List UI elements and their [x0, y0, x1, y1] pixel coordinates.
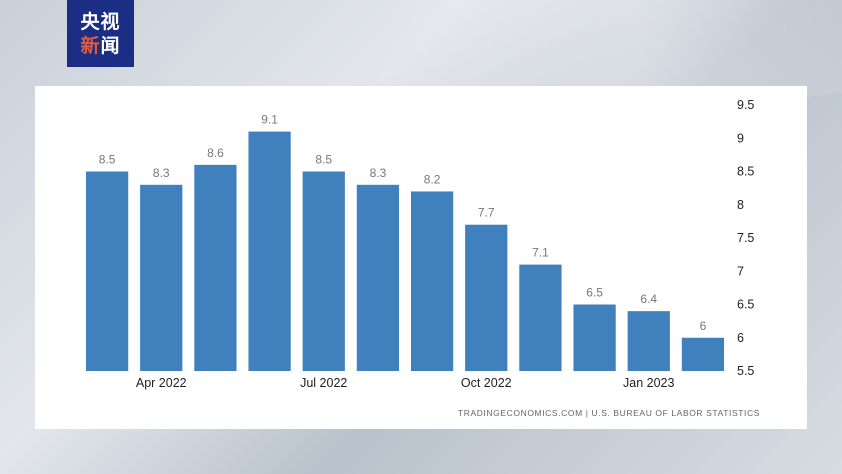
y-tick-label-8: 9.5 [737, 98, 754, 112]
bar-7 [465, 224, 508, 371]
bar-value-label-1: 8.3 [153, 166, 170, 180]
x-tick-label-3: Jan 2023 [623, 376, 674, 390]
bar-value-label-6: 8.2 [424, 172, 441, 186]
bar-value-label-11: 6 [700, 319, 707, 333]
bar-11 [681, 337, 725, 371]
bar-labels-group: 8.5 8.3 8.6 9.1 8.5 8.3 8.2 7.7 7.1 6.5 6.4 6 [99, 113, 707, 333]
y-tick-label-3: 7 [737, 264, 744, 278]
y-axis: 5.5 6 6.5 7 7.5 8 8.5 9 9.5 [737, 98, 754, 378]
bar-3 [248, 131, 291, 371]
bar-value-label-8: 7.1 [532, 246, 549, 260]
bar-9 [573, 304, 616, 371]
bar-10 [627, 311, 670, 371]
bar-value-label-0: 8.5 [99, 153, 116, 167]
cctv-news-logo: 央视 新闻 [67, 0, 134, 67]
source-note: TRADINGECONOMICS.COM | U.S. BUREAU OF LA… [458, 408, 760, 418]
bar-8 [519, 264, 562, 371]
y-tick-label-6: 8.5 [737, 165, 754, 179]
x-axis: Apr 2022 Jul 2022 Oct 2022 Jan 2023 [136, 376, 675, 390]
chart-panel: 8.5 8.3 8.6 9.1 8.5 8.3 8.2 7.7 7.1 6.5 6.4 6 5.5 6 6… [35, 86, 807, 429]
logo-line-1: 央视 [80, 10, 121, 33]
y-tick-label-1: 6 [737, 331, 744, 345]
bar-value-label-7: 7.7 [478, 206, 495, 220]
bar-value-label-5: 8.3 [370, 166, 387, 180]
bar-2 [194, 164, 237, 371]
bar-chart: 8.5 8.3 8.6 9.1 8.5 8.3 8.2 7.7 7.1 6.5 6.4 6 5.5 6 6… [85, 98, 760, 418]
bar-0 [85, 171, 129, 371]
y-tick-label-7: 9 [737, 131, 744, 145]
bar-1 [140, 184, 183, 371]
bar-value-label-4: 8.5 [315, 153, 332, 167]
bar-value-label-3: 9.1 [261, 113, 278, 127]
x-tick-label-2: Oct 2022 [461, 376, 512, 390]
y-tick-label-2: 6.5 [737, 298, 754, 312]
bar-5 [356, 184, 400, 371]
logo-line-2-accent: 新 [80, 34, 101, 57]
logo-line-2-rest: 闻 [100, 34, 121, 57]
x-tick-label-0: Apr 2022 [136, 376, 187, 390]
bar-value-label-10: 6.4 [640, 292, 657, 306]
y-tick-label-5: 8 [737, 198, 744, 212]
y-tick-label-4: 7.5 [737, 231, 754, 245]
bar-6 [410, 191, 454, 371]
bars-group [85, 131, 725, 371]
bar-value-label-9: 6.5 [586, 286, 603, 300]
x-tick-label-1: Jul 2022 [300, 376, 347, 390]
bar-value-label-2: 8.6 [207, 146, 224, 160]
logo-line-2: 新闻 [80, 34, 120, 58]
bar-4 [302, 171, 345, 371]
y-tick-label-0: 5.5 [737, 364, 754, 378]
